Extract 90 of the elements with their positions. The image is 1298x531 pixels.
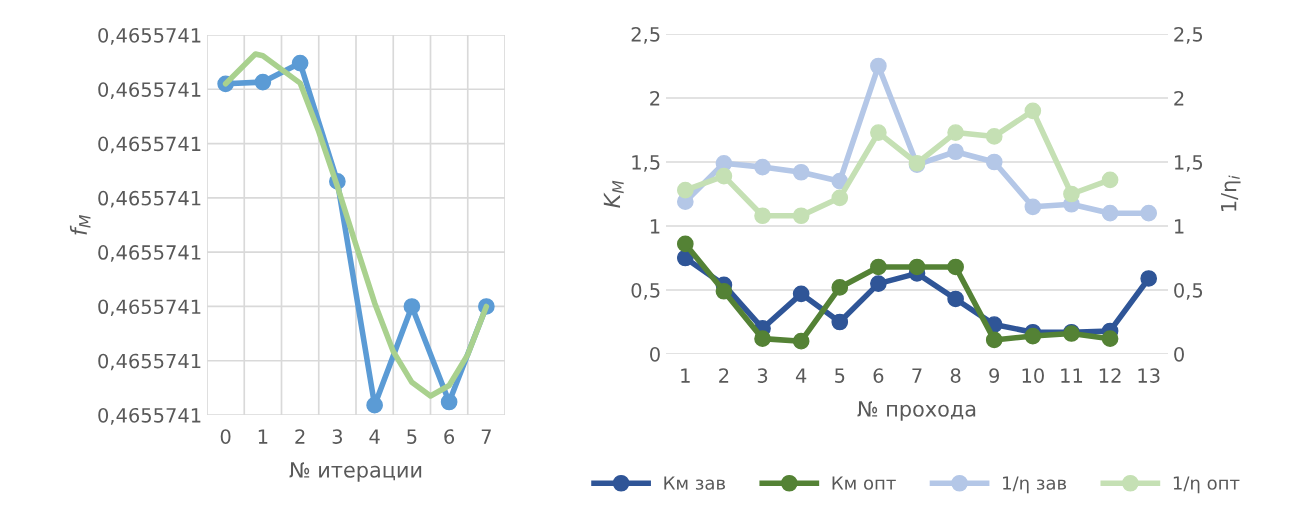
point (831, 313, 849, 331)
legend-label: 1/η опт (1173, 476, 1240, 494)
x-axis-title: № итерации (289, 462, 422, 482)
text: 0,4655741 (98, 407, 201, 425)
text: 0,4655741 (98, 299, 201, 317)
legend-label: Км опт (832, 476, 896, 490)
y-tick-label: 2 (650, 90, 660, 106)
x-tick-label: 3 (332, 429, 342, 444)
point (754, 158, 771, 176)
x-tick-label: 3 (757, 368, 768, 383)
x-tick-label: 13 (1138, 368, 1160, 383)
point (291, 54, 309, 72)
point (947, 124, 964, 141)
point (715, 167, 733, 185)
text: 0,4655741 (98, 190, 201, 208)
point (831, 279, 849, 296)
x-tick-label: 7 (481, 429, 491, 444)
point (1101, 204, 1119, 222)
point (947, 143, 964, 161)
point (366, 396, 383, 414)
y-axis-title: f$_{M}$ (69, 215, 91, 235)
point (676, 181, 694, 199)
point (947, 258, 964, 276)
x-tick-label: 10 (1022, 368, 1044, 383)
point (792, 163, 810, 181)
legend-label: 1/η зав (1003, 476, 1067, 494)
x-tick-label: 4 (369, 429, 380, 444)
point (870, 124, 887, 141)
point (254, 73, 272, 91)
text: 0,4655741 (98, 82, 201, 99)
point (1140, 270, 1158, 287)
text: 0,4655741 (98, 27, 201, 45)
point (985, 153, 1003, 171)
x-tick-label: 7 (912, 368, 922, 383)
text: 0,4655741 (98, 136, 201, 154)
point (754, 207, 771, 225)
point (403, 298, 421, 315)
point (676, 235, 694, 253)
x-tick-label: 2 (719, 368, 729, 383)
x-tick-label: 11 (1061, 368, 1083, 383)
legend-label: Км зав (664, 476, 726, 490)
x-tick-label: 6 (873, 368, 884, 383)
point (792, 332, 810, 350)
point (985, 331, 1003, 349)
y2-tick-label: 1 (1175, 219, 1184, 234)
x-tick-label: 5 (407, 429, 417, 444)
y-axis-title: K$_{M}$ (603, 180, 624, 208)
y-tick-label: 0 (650, 346, 660, 362)
point (754, 330, 771, 347)
point (908, 258, 926, 276)
point (792, 285, 810, 303)
y2-tick-label: 2 (1174, 90, 1184, 106)
text: 0,4655741 (98, 245, 201, 262)
x-axis-title: № прохода (857, 401, 976, 421)
point (985, 128, 1003, 145)
y-tick-label: 0,5 (631, 282, 660, 300)
point (1024, 198, 1042, 216)
x-tick-label: 12 (1099, 368, 1121, 383)
point (1063, 185, 1080, 203)
text: 0,4655741 (98, 353, 201, 371)
point (440, 393, 458, 411)
point (1101, 171, 1119, 189)
point (870, 57, 887, 75)
point (831, 189, 849, 207)
point (1101, 330, 1119, 347)
x-tick-label: 5 (835, 368, 845, 383)
x-tick-label: 4 (795, 368, 807, 383)
x-tick-label: 6 (444, 429, 455, 444)
point (792, 207, 810, 225)
point (1024, 102, 1042, 120)
x-tick-label: 8 (950, 368, 961, 383)
y2-tick-label: 1,5 (1175, 155, 1203, 172)
y2-tick-label: 0 (1174, 346, 1184, 362)
x-tick-label: 9 (989, 368, 1000, 383)
point (870, 258, 887, 276)
point (870, 275, 887, 292)
point (715, 282, 733, 300)
y2-axis-title: 1/η$_{i}$ (1221, 175, 1241, 211)
x-tick-label: 1 (258, 429, 268, 444)
y-tick-label: 1,5 (632, 155, 660, 172)
point (1024, 327, 1042, 345)
y-tick-label: 2,5 (631, 26, 660, 44)
y-tick-label: 1 (650, 219, 660, 234)
y2-tick-label: 0,5 (1174, 282, 1203, 300)
x-tick-label: 2 (295, 429, 305, 444)
x-tick-label: 0 (220, 429, 231, 444)
y2-tick-label: 2,5 (1174, 26, 1203, 44)
point (1140, 204, 1158, 222)
point (947, 290, 964, 308)
x-tick-label: 1 (681, 368, 690, 383)
